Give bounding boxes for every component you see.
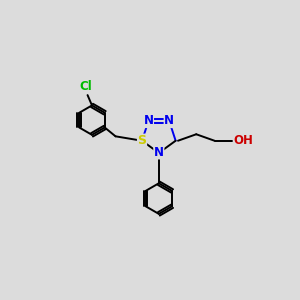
Text: N: N <box>154 146 164 159</box>
Text: S: S <box>137 134 146 147</box>
Text: N: N <box>164 115 174 128</box>
Text: N: N <box>143 115 153 128</box>
Text: OH: OH <box>233 134 253 147</box>
Text: Cl: Cl <box>80 80 92 93</box>
